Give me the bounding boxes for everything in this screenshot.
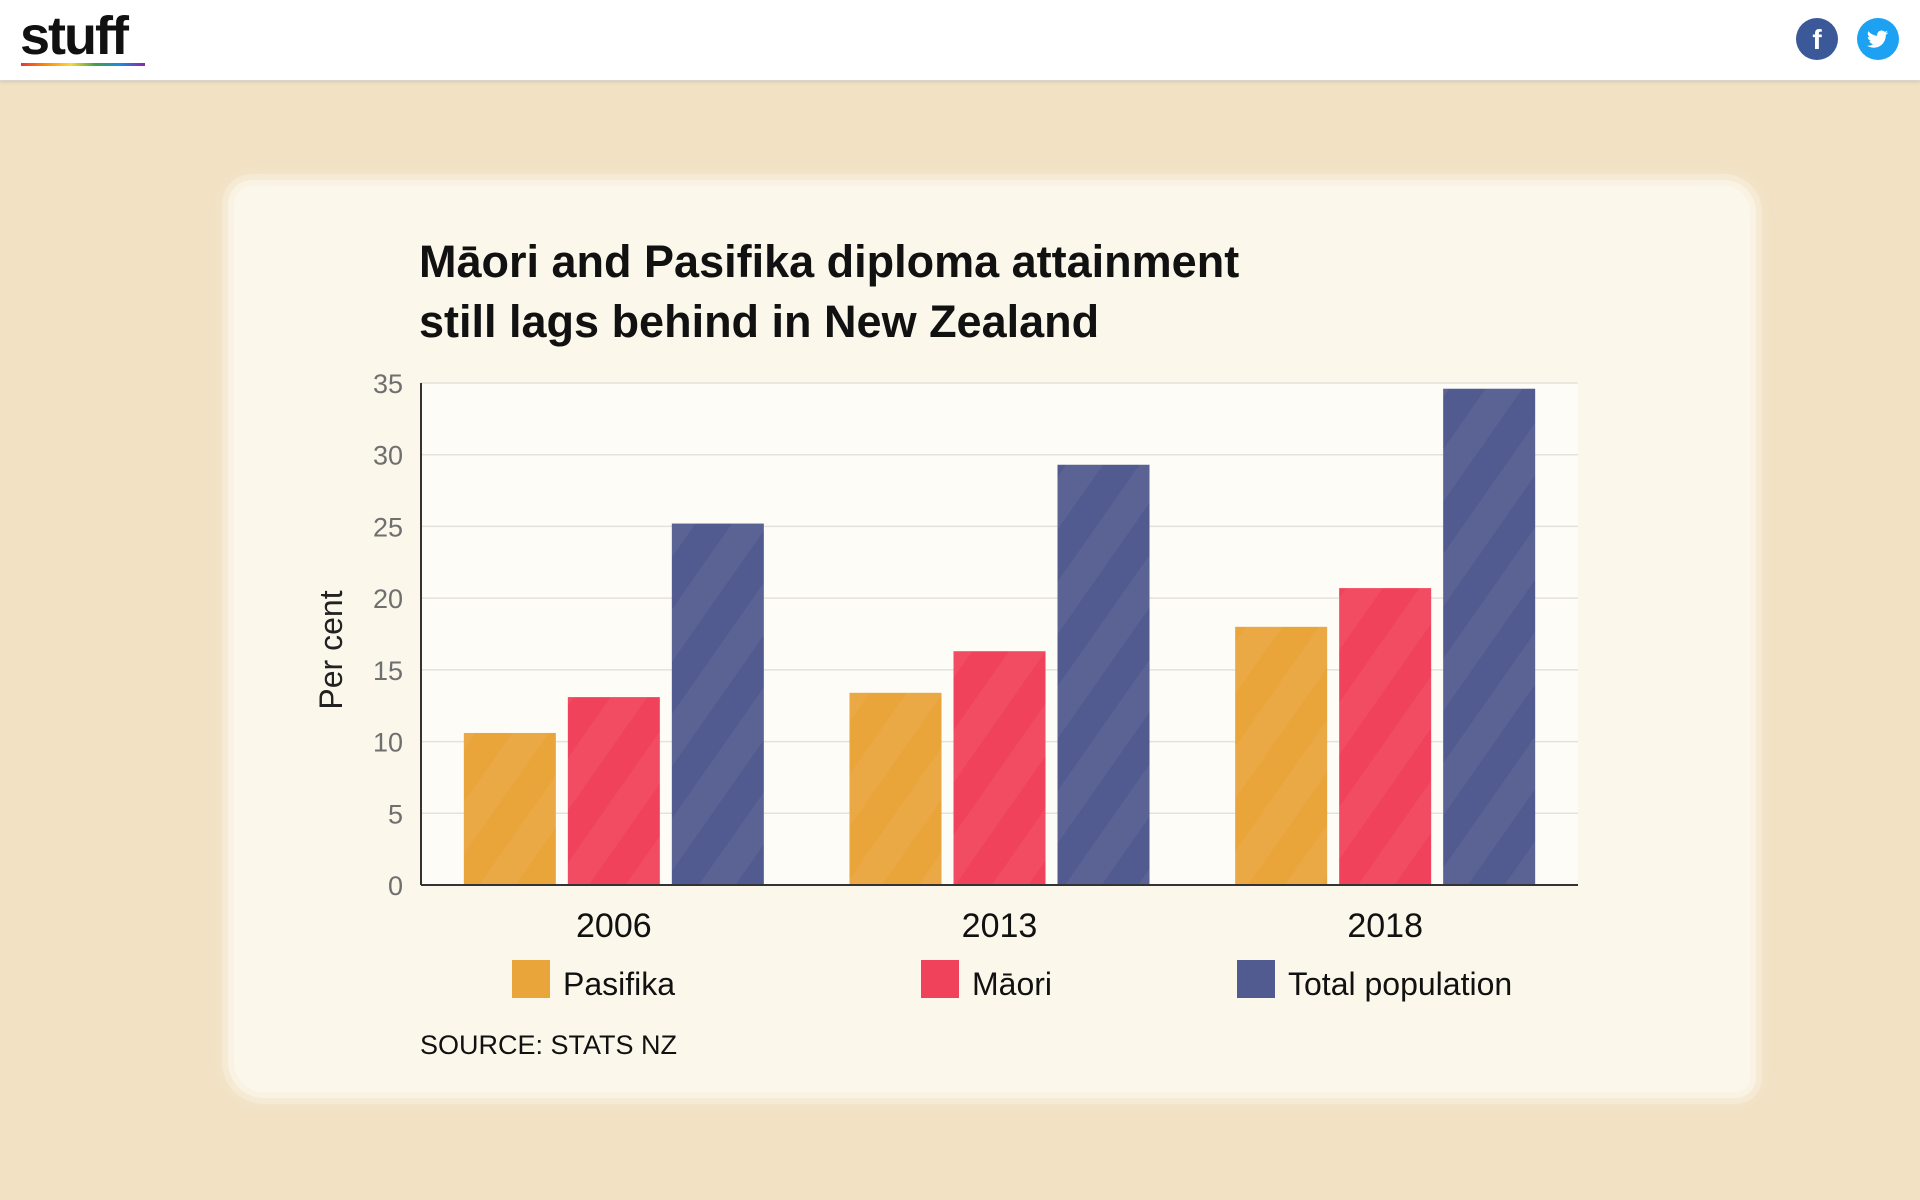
y-tick-label: 10 [373, 728, 403, 758]
y-tick-label: 20 [373, 584, 403, 614]
bar-pasifika-2018-texture [1235, 626, 1328, 885]
y-tick-label: 30 [373, 441, 403, 471]
bar-maori-2006-texture [567, 697, 660, 885]
twitter-share-button[interactable] [1857, 18, 1899, 60]
legend-swatch-total-population [1237, 960, 1275, 998]
bar-maori-2018-texture [1339, 588, 1432, 885]
y-tick-label: 15 [373, 656, 403, 686]
bar-total-population-2006-texture [671, 523, 764, 885]
y-tick-label: 35 [373, 369, 403, 399]
bar-pasifika-2006-texture [463, 732, 556, 885]
bar-maori-2013-texture [953, 651, 1046, 885]
chart-title-line-2: still lags behind in New Zealand [419, 296, 1100, 347]
bar-total-population-2018-texture [1443, 388, 1536, 885]
x-tick-label: 2006 [576, 907, 652, 945]
legend-swatch-pasifika [512, 960, 550, 998]
legend-label-total-population: Total population [1288, 966, 1513, 1002]
chart-title: Māori and Pasifika diploma attainment st… [419, 232, 1419, 352]
y-tick-label: 0 [388, 871, 403, 901]
chart-title-line-1: Māori and Pasifika diploma attainment [419, 236, 1240, 287]
legend-label-pasifika: Pasifika [563, 966, 676, 1002]
legend-label-maori: Māori [972, 966, 1053, 1002]
facebook-share-button[interactable]: f [1796, 18, 1838, 60]
facebook-icon: f [1812, 24, 1822, 55]
stuff-logo[interactable]: stuff [20, 6, 129, 66]
source-note: SOURCE: STATS NZ [420, 1030, 678, 1060]
logo-rainbow-underline [21, 63, 145, 66]
bar-pasifika-2013-texture [849, 692, 942, 885]
y-tick-label: 5 [388, 799, 403, 829]
x-tick-label: 2018 [1347, 907, 1423, 945]
svg-text:f: f [1812, 24, 1822, 55]
site-header: stuff f [0, 0, 1920, 81]
bar-total-population-2013-texture [1057, 464, 1150, 885]
y-axis-label: Per cent [313, 590, 349, 709]
x-tick-label: 2013 [962, 907, 1038, 945]
twitter-icon [1867, 30, 1888, 48]
y-tick-label: 25 [373, 512, 403, 542]
legend-swatch-maori [921, 960, 959, 998]
